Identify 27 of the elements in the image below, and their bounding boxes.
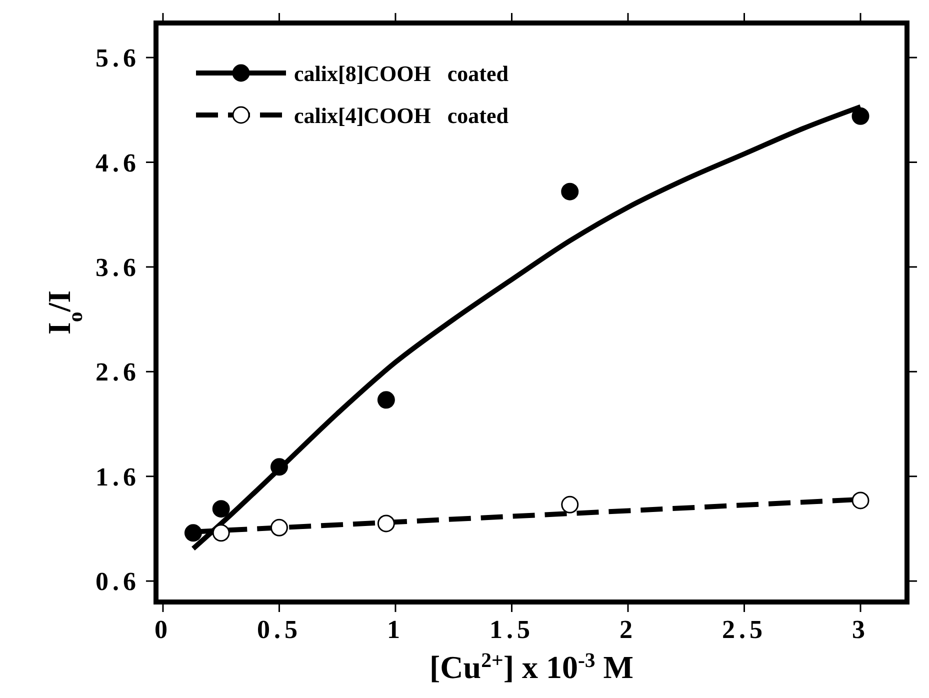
x-tick-label: 3	[852, 615, 869, 644]
y-tick-label: 5.6	[96, 44, 140, 73]
y-tick-label: 1.6	[96, 462, 140, 492]
point	[852, 107, 870, 125]
y-tick-label: 0.6	[96, 567, 140, 596]
x-tick-label: 1	[386, 615, 404, 644]
point	[377, 391, 395, 409]
x-axis-title: [Cu$^{2+}$] x 10$^{-3}$ M	[430, 648, 634, 685]
point	[212, 500, 230, 518]
x-tick-label: 2.5	[722, 615, 766, 644]
legend-label: calix[4]COOH coated	[294, 103, 508, 128]
y-tick-label: 4.6	[96, 148, 140, 178]
legend-label: calix[8]COOH coated	[294, 61, 508, 86]
y-tick-label: 2.6	[96, 358, 140, 387]
point	[270, 518, 288, 536]
point	[212, 524, 230, 542]
x-tick-label: 0	[154, 615, 172, 644]
point	[561, 182, 579, 200]
y-tick-label: 3.6	[96, 252, 140, 282]
point	[377, 514, 395, 532]
point	[852, 492, 870, 510]
point	[561, 496, 579, 514]
point	[184, 524, 202, 542]
x-tick-label: 0.5	[256, 615, 302, 644]
point	[270, 458, 288, 476]
x-tick-label: 1.5	[489, 615, 534, 644]
x-tick-label: 2	[619, 615, 636, 644]
